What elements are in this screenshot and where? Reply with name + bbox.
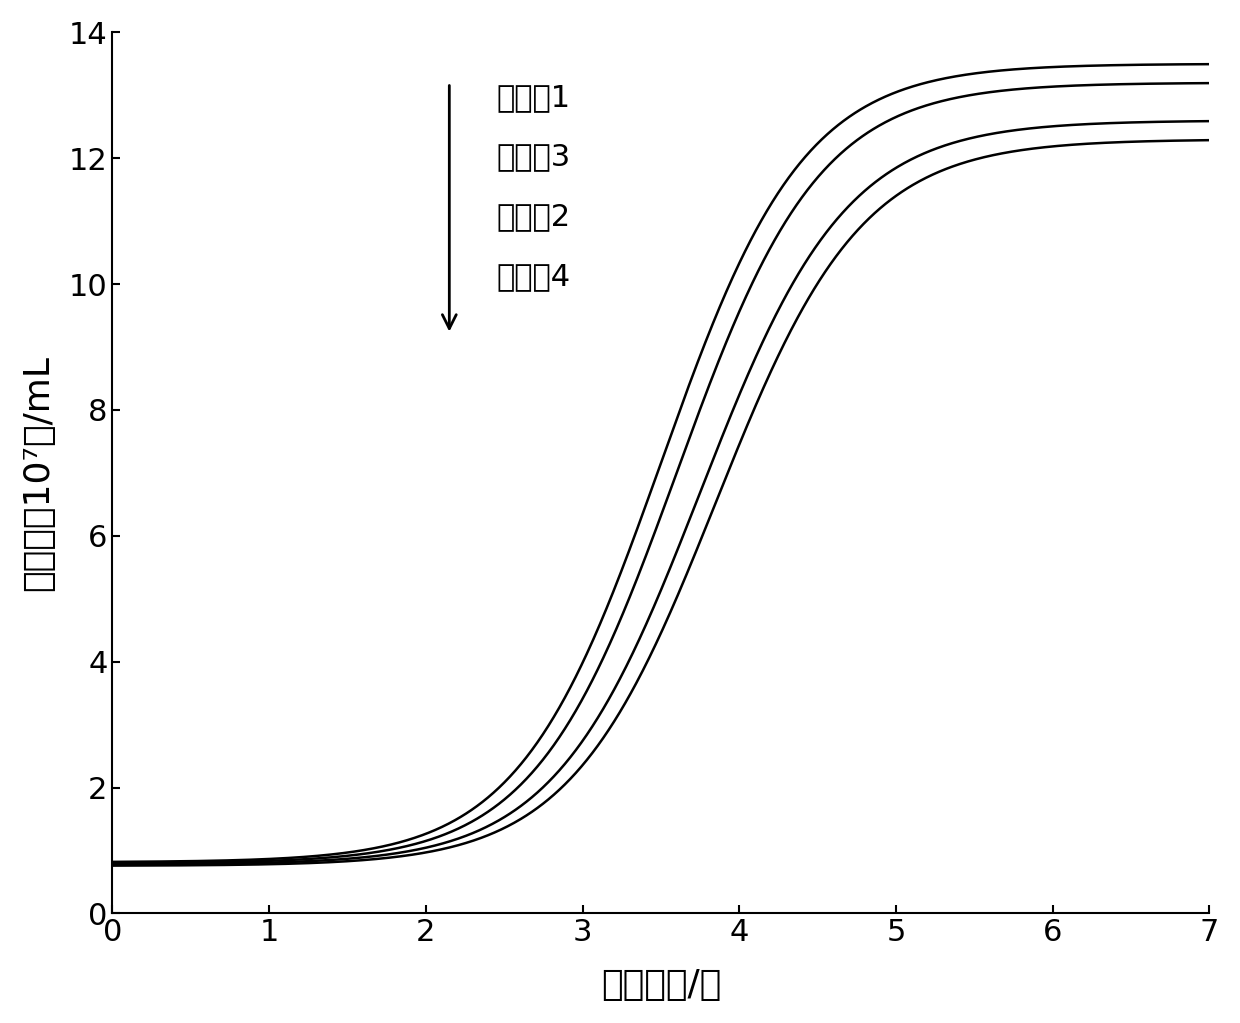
Text: 实施例4: 实施例4 (496, 262, 570, 292)
Text: 实施例2: 实施例2 (496, 203, 570, 231)
Y-axis label: 细胞数，10⁷个/mL: 细胞数，10⁷个/mL (21, 355, 55, 591)
Text: 实施例3: 实施例3 (496, 142, 570, 172)
Text: 实施例1: 实施例1 (496, 83, 570, 112)
X-axis label: 培养时间/天: 培养时间/天 (601, 968, 720, 1003)
